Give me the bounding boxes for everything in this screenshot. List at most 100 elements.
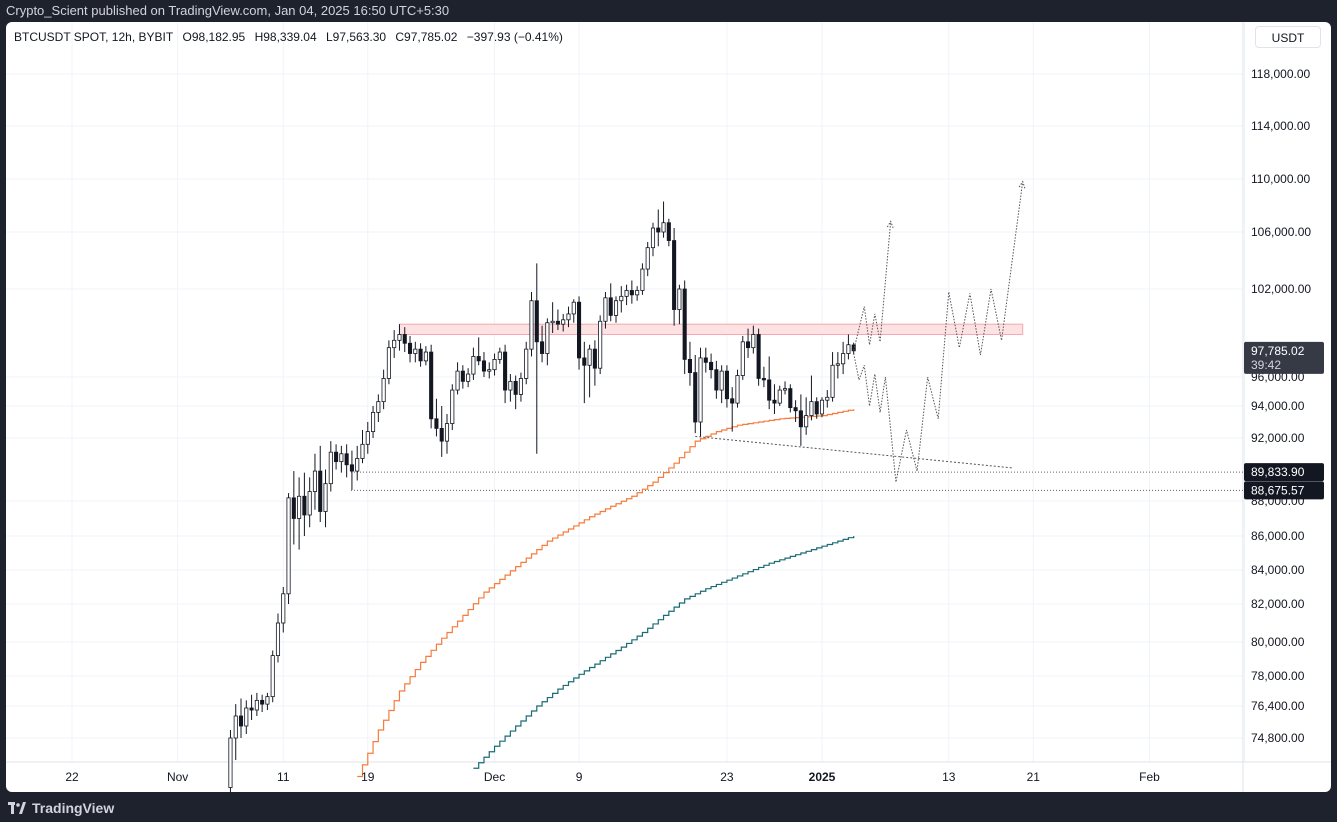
candle xyxy=(777,385,782,406)
candle xyxy=(656,209,661,247)
candle-body xyxy=(487,369,492,372)
candle xyxy=(291,471,296,545)
candle-body xyxy=(798,410,803,428)
candle xyxy=(650,222,656,257)
projection-arrow-a xyxy=(886,220,894,229)
candle-body xyxy=(397,334,402,341)
price-tick-label: 114,000.00 xyxy=(1251,119,1310,133)
candle xyxy=(249,694,254,720)
candle xyxy=(608,283,613,322)
candle-body xyxy=(835,363,840,366)
candle xyxy=(825,390,830,408)
candle-body xyxy=(307,491,312,516)
candle-body xyxy=(698,357,703,423)
projection-arrow-b xyxy=(1018,180,1026,189)
candle-body xyxy=(323,483,328,512)
candle xyxy=(312,453,317,510)
price-tick-label: 74,800.00 xyxy=(1251,731,1305,745)
candle xyxy=(672,228,677,326)
price-tick-label: 80,000.00 xyxy=(1251,635,1305,649)
candle-body xyxy=(503,351,508,391)
candle xyxy=(719,365,724,404)
trend-line xyxy=(695,435,1013,469)
candle-body xyxy=(624,290,629,297)
candle-body xyxy=(846,344,851,354)
candle-body xyxy=(703,357,708,363)
candle-body xyxy=(392,339,397,349)
candle-body xyxy=(249,707,254,711)
time-tick-label: Feb xyxy=(1139,770,1160,784)
tradingview-logo-icon xyxy=(8,802,26,814)
price-tick-label: 92,000.00 xyxy=(1251,431,1305,445)
brand-label: TradingView xyxy=(32,800,115,816)
candle xyxy=(318,445,323,522)
candle-body xyxy=(371,411,376,432)
candle-body xyxy=(376,401,381,413)
candle-body xyxy=(524,348,529,379)
candle-body xyxy=(767,379,772,401)
candle xyxy=(677,284,682,325)
candle xyxy=(228,730,233,792)
candle xyxy=(645,241,650,277)
publish-info: Crypto_Scient published on TradingView.c… xyxy=(6,3,450,18)
currency-button[interactable]: USDT xyxy=(1255,26,1321,48)
candle-body xyxy=(550,320,555,324)
candle-body xyxy=(666,222,671,241)
candle-body xyxy=(233,715,238,739)
candle xyxy=(260,694,265,712)
candle-body xyxy=(455,370,460,391)
candle xyxy=(392,330,397,358)
candle-body xyxy=(518,378,523,395)
candle-body xyxy=(761,378,766,381)
candle xyxy=(772,384,777,414)
candle-body xyxy=(534,300,539,343)
candle xyxy=(444,414,450,454)
grid-lines xyxy=(6,22,1246,762)
ema-orange-line xyxy=(357,409,855,778)
time-tick-label: 23 xyxy=(720,770,734,784)
candle-body xyxy=(603,297,608,322)
candle-body xyxy=(365,431,370,445)
candle xyxy=(254,692,259,716)
candle xyxy=(788,384,793,413)
tradingview-brand[interactable]: TradingView xyxy=(8,796,114,820)
price-chart[interactable]: 118,000.00 114,000.00 110,000.00 106,000.00… xyxy=(6,22,1331,792)
candle xyxy=(740,335,745,380)
candle-body xyxy=(814,401,819,415)
candle-body xyxy=(291,497,296,519)
candle xyxy=(476,337,481,366)
candle-body xyxy=(724,370,729,400)
candle xyxy=(693,355,698,434)
candle-body xyxy=(386,347,391,379)
change-value: −397.93 (−0.41%) xyxy=(466,30,563,44)
candle xyxy=(328,441,333,492)
projection-path-b xyxy=(853,181,1024,483)
candle-body xyxy=(777,389,782,404)
candle xyxy=(735,369,740,408)
candle-body xyxy=(429,351,434,420)
candle xyxy=(413,341,418,363)
candle xyxy=(339,445,344,473)
symbol-label[interactable]: BTCUSDT SPOT, 12h, BYBIT xyxy=(14,30,174,44)
current-price-label: 97,785.02 xyxy=(1251,344,1305,358)
ohlc-legend: BTCUSDT SPOT, 12h, BYBIT O98,182.95 H98,… xyxy=(14,30,569,44)
candle xyxy=(238,698,244,738)
candle xyxy=(275,613,281,663)
price-tick-label: 102,000.00 xyxy=(1251,282,1311,296)
candle-body xyxy=(476,356,481,362)
candle xyxy=(582,341,587,404)
candle-body xyxy=(439,427,444,442)
candle-body xyxy=(687,358,692,373)
candle xyxy=(281,587,286,633)
time-tick-label: 13 xyxy=(942,770,956,784)
candle xyxy=(297,477,302,550)
candle xyxy=(804,397,809,435)
candle xyxy=(814,397,819,419)
candle xyxy=(513,375,518,410)
level-price-tag: 88,675.57 xyxy=(1244,481,1324,500)
candle xyxy=(798,394,803,446)
candle xyxy=(518,372,523,402)
candle xyxy=(371,406,376,438)
candle-body xyxy=(312,470,317,492)
candle-body xyxy=(650,227,656,249)
